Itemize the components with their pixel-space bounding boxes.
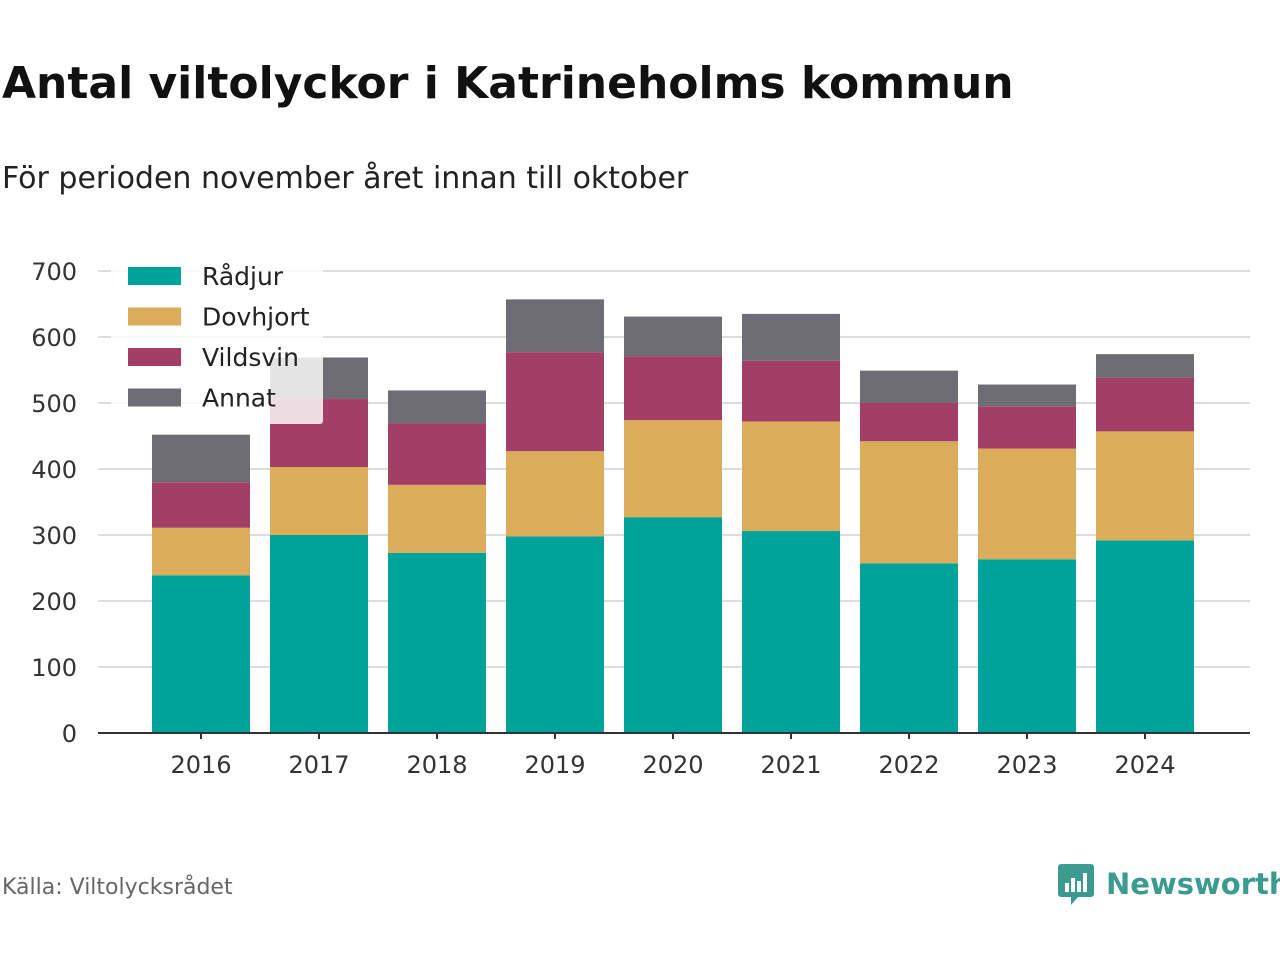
bars — [152, 299, 1194, 733]
bar-segment-rådjur — [506, 536, 604, 733]
y-tick-label: 100 — [31, 654, 77, 682]
y-tick-label: 300 — [31, 522, 77, 550]
bar-segment-vildsvin — [742, 360, 840, 422]
legend-swatch-vildsvin — [128, 348, 181, 366]
x-tick-label: 2020 — [642, 751, 703, 779]
chart-title: Antal viltolyckor i Katrineholms kommun — [2, 58, 1014, 109]
legend-swatch-rådjur — [128, 267, 181, 285]
y-tick-label: 200 — [31, 588, 77, 616]
x-tick-label: 2022 — [878, 751, 939, 779]
x-tick-label: 2018 — [406, 751, 467, 779]
bar-segment-annat — [506, 299, 604, 353]
legend-label-annat: Annat — [202, 384, 276, 413]
bar-segment-rådjur — [624, 517, 722, 733]
bar-segment-dovhjort — [742, 421, 840, 532]
bar-segment-rådjur — [152, 575, 250, 733]
bar-segment-rådjur — [388, 552, 486, 733]
legend-swatch-dovhjort — [128, 307, 181, 326]
bar-segment-vildsvin — [1096, 377, 1194, 432]
bar-segment-vildsvin — [506, 352, 604, 452]
bar-segment-annat — [978, 384, 1076, 407]
bar-segment-annat — [742, 313, 840, 361]
legend-label-rådjur: Rådjur — [202, 262, 284, 291]
bar-segment-rådjur — [742, 531, 840, 733]
bar-segment-dovhjort — [152, 527, 250, 576]
bar-segment-dovhjort — [624, 420, 722, 518]
y-tick-label: 600 — [31, 324, 77, 352]
brand-logo[interactable]: Newsworthy — [1058, 862, 1280, 906]
legend: Rådjur Dovhjort Vildsvin Annat — [111, 258, 323, 424]
x-tick-label: 2023 — [996, 751, 1057, 779]
bar-segment-vildsvin — [388, 423, 486, 485]
bar-segment-rådjur — [270, 535, 368, 733]
source-note: Källa: Viltolycksrådet — [2, 875, 233, 900]
bar-segment-dovhjort — [506, 451, 604, 537]
legend-label-dovhjort: Dovhjort — [202, 303, 310, 332]
bar-segment-annat — [624, 316, 722, 357]
bar-segment-dovhjort — [1096, 431, 1194, 541]
x-axis-ticks: 2016 2017 2018 2019 2020 2021 2022 2023 2024 — [170, 733, 1176, 779]
x-tick-label: 2017 — [288, 751, 349, 779]
legend-background — [111, 258, 323, 424]
bar-segment-dovhjort — [978, 448, 1076, 560]
bar-segment-vildsvin — [624, 356, 722, 421]
chart-subtitle: För perioden november året innan till ok… — [2, 161, 689, 196]
bar-segment-dovhjort — [860, 441, 958, 564]
bar-segment-vildsvin — [152, 482, 250, 528]
bar-segment-dovhjort — [270, 467, 368, 535]
y-tick-label: 500 — [31, 390, 77, 418]
bar-segment-annat — [1096, 354, 1194, 378]
bar-segment-rådjur — [978, 559, 1076, 733]
x-tick-label: 2021 — [760, 751, 821, 779]
newsworthy-logo-icon — [1058, 864, 1094, 905]
y-tick-label: 700 — [31, 258, 77, 286]
y-tick-label: 0 — [62, 720, 77, 748]
bar-segment-annat — [860, 370, 958, 403]
bar-segment-annat — [388, 390, 486, 424]
y-axis-ticks: 0 100 200 300 400 500 600 700 — [31, 258, 77, 748]
x-tick-label: 2024 — [1114, 751, 1175, 779]
bar-segment-vildsvin — [978, 406, 1076, 449]
legend-swatch-annat — [128, 388, 181, 407]
bar-segment-rådjur — [1096, 540, 1194, 733]
x-tick-label: 2019 — [524, 751, 585, 779]
bar-segment-vildsvin — [860, 403, 958, 442]
legend-label-vildsvin: Vildsvin — [202, 343, 299, 372]
bar-segment-annat — [152, 434, 250, 483]
y-tick-label: 400 — [31, 456, 77, 484]
bar-segment-dovhjort — [388, 484, 486, 553]
x-tick-label: 2016 — [170, 751, 231, 779]
bar-segment-rådjur — [860, 563, 958, 733]
brand-name: Newsworthy — [1106, 867, 1280, 901]
